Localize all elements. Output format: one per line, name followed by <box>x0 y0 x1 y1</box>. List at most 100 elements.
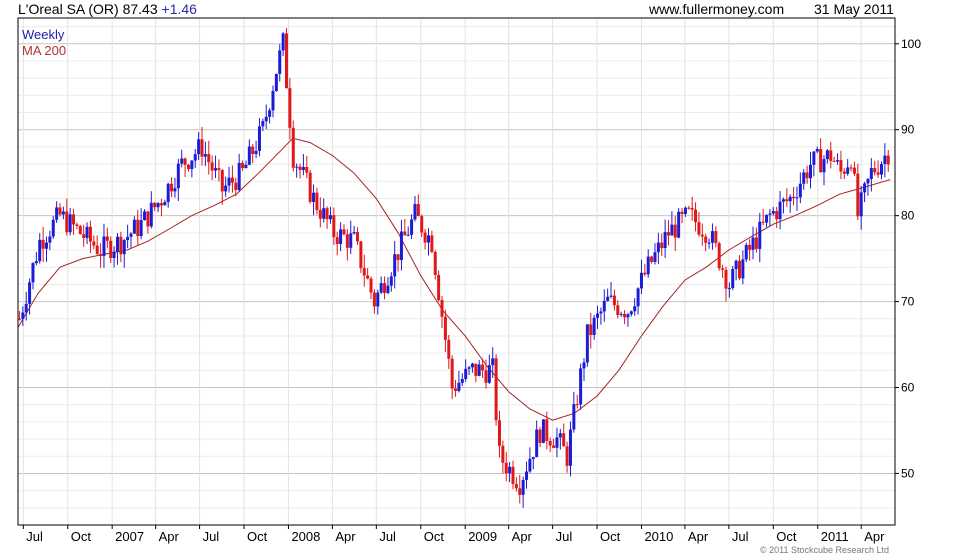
bar-body <box>65 211 69 233</box>
x-tick-label: Jul <box>203 529 220 544</box>
bar-body <box>653 252 657 262</box>
bar-body <box>612 295 616 306</box>
bar-body <box>410 219 414 235</box>
bar-body <box>72 214 76 225</box>
bar-body <box>261 121 265 127</box>
bar-body <box>714 231 718 244</box>
bar-body <box>396 254 400 261</box>
bar-body <box>176 163 180 189</box>
bar-body <box>210 162 214 171</box>
bar-body <box>450 358 454 389</box>
bar-body <box>535 429 539 458</box>
bar-body <box>41 239 45 249</box>
chart-date: 31 May 2011 <box>814 1 894 17</box>
x-tick-label: Apr <box>512 529 533 544</box>
bar-body <box>207 154 211 163</box>
bar-body <box>318 209 322 219</box>
bar-body <box>819 148 823 173</box>
bar-body <box>352 232 356 234</box>
bar-body <box>619 313 623 315</box>
bar-body <box>474 363 478 376</box>
legend-ma: MA 200 <box>22 43 67 58</box>
bar-body <box>430 235 434 253</box>
x-tick-label: Oct <box>71 529 92 544</box>
title-text: L'Oreal SA (OR) 87.43 <box>18 1 158 17</box>
bar-body <box>879 164 883 175</box>
bar-body <box>55 207 59 220</box>
bar-body <box>555 437 559 448</box>
bar-body <box>58 207 62 215</box>
bar-body <box>149 202 153 227</box>
bar-body <box>85 226 89 238</box>
bar-body <box>886 155 890 165</box>
y-tick-label: 60 <box>901 381 915 395</box>
bar-body <box>271 91 275 111</box>
bar-body <box>585 324 589 363</box>
x-tick-label: Oct <box>247 529 268 544</box>
bar-body <box>440 300 444 317</box>
bar-body <box>443 316 447 340</box>
website-label: www.fullermoney.com <box>649 1 785 17</box>
bar-body <box>785 199 789 202</box>
bar-body <box>203 154 207 157</box>
plot-frame <box>17 17 899 529</box>
bar-body <box>393 254 397 277</box>
bar-body <box>163 202 167 206</box>
bar-body <box>132 219 136 234</box>
bar-body <box>724 269 728 289</box>
bar-body <box>274 73 278 92</box>
bar-body <box>528 458 532 472</box>
x-tick-label: Apr <box>864 529 885 544</box>
bar-body <box>836 160 840 162</box>
bar-body <box>301 167 305 171</box>
bar-body <box>278 50 282 74</box>
x-tick-label: 2007 <box>115 529 144 544</box>
bar-body <box>254 150 258 155</box>
y-tick-label: 70 <box>901 295 915 309</box>
bar-body <box>639 272 643 289</box>
bar-body <box>379 283 383 293</box>
bar-body <box>511 466 515 484</box>
bar-body <box>92 241 96 246</box>
bar-body <box>677 211 681 238</box>
bar-body <box>825 150 829 160</box>
bar-body <box>251 146 255 155</box>
bar-body <box>552 445 556 448</box>
bar-body <box>846 167 850 174</box>
bar-body <box>781 199 785 202</box>
bar-body <box>227 177 231 186</box>
bar-body <box>214 168 218 171</box>
bar-body <box>342 229 346 235</box>
bar-body <box>876 172 880 175</box>
bar-body <box>247 146 251 165</box>
bar-body <box>28 282 32 304</box>
bar-body <box>727 288 731 290</box>
bar-body <box>771 210 775 214</box>
price-change: +1.46 <box>161 1 197 17</box>
bar-body <box>775 210 779 220</box>
x-tick-label: 2009 <box>468 529 497 544</box>
bar-body <box>562 433 566 447</box>
bar-body <box>220 170 224 192</box>
bar-body <box>700 234 704 237</box>
bar-body <box>369 278 373 293</box>
bar-body <box>454 388 458 391</box>
bar-body <box>308 172 312 202</box>
bar-body <box>68 214 72 233</box>
bar-body <box>856 173 860 217</box>
bar-body <box>264 116 268 122</box>
bar-body <box>852 167 856 174</box>
bar-body <box>731 269 735 289</box>
bar-body <box>744 244 748 260</box>
bar-body <box>345 234 349 248</box>
bar-body <box>82 234 86 238</box>
bar-body <box>859 192 863 217</box>
bar-body <box>234 182 238 190</box>
bar-body <box>38 239 42 262</box>
bar-body <box>457 382 461 391</box>
bar-body <box>737 260 741 279</box>
price-bars <box>17 28 890 508</box>
bar-body <box>748 244 752 250</box>
bar-body <box>112 251 116 258</box>
plot-border <box>17 17 896 526</box>
